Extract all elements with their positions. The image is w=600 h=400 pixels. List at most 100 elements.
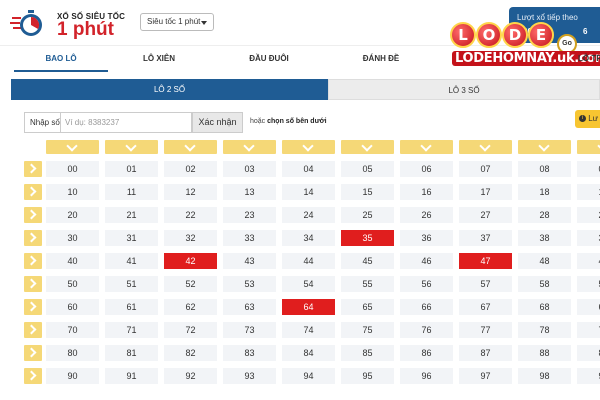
number-cell[interactable]: 40 (46, 253, 99, 269)
number-cell[interactable]: 14 (282, 184, 335, 200)
column-select-button[interactable] (400, 140, 453, 154)
number-cell[interactable]: 12 (164, 184, 217, 200)
row-select-button[interactable] (24, 299, 42, 315)
number-cell[interactable]: 70 (46, 322, 99, 338)
number-cell[interactable]: 44 (282, 253, 335, 269)
number-cell[interactable]: 68 (518, 299, 571, 315)
number-cell[interactable]: 90 (46, 368, 99, 384)
subtab-lo-3-so[interactable]: LÔ 3 SỐ (328, 79, 600, 100)
number-cell[interactable]: 69 (577, 299, 600, 315)
row-select-button[interactable] (24, 161, 42, 177)
number-cell[interactable]: 41 (105, 253, 158, 269)
number-cell[interactable]: 21 (105, 207, 158, 223)
tab-bao-lo[interactable]: BAO LÔ (14, 50, 108, 72)
number-cell[interactable]: 52 (164, 276, 217, 292)
row-select-button[interactable] (24, 230, 42, 246)
tab-dau-duoi[interactable]: ĐẦU ĐUÔI (249, 54, 289, 63)
row-select-button[interactable] (24, 253, 42, 269)
number-cell[interactable]: 96 (400, 368, 453, 384)
number-cell-selected[interactable]: 42 (164, 253, 217, 269)
number-cell[interactable]: 72 (164, 322, 217, 338)
number-cell[interactable]: 08 (518, 161, 571, 177)
number-cell[interactable]: 80 (46, 345, 99, 361)
number-cell[interactable]: 98 (518, 368, 571, 384)
row-select-button[interactable] (24, 207, 42, 223)
column-select-button[interactable] (459, 140, 512, 154)
number-cell[interactable]: 13 (223, 184, 276, 200)
column-select-button[interactable] (518, 140, 571, 154)
number-cell[interactable]: 75 (341, 322, 394, 338)
number-cell[interactable]: 43 (223, 253, 276, 269)
number-cell[interactable]: 18 (518, 184, 571, 200)
column-select-button[interactable] (282, 140, 335, 154)
number-cell[interactable]: 27 (459, 207, 512, 223)
number-cell[interactable]: 11 (105, 184, 158, 200)
number-cell[interactable]: 62 (164, 299, 217, 315)
number-cell[interactable]: 17 (459, 184, 512, 200)
number-cell[interactable]: 55 (341, 276, 394, 292)
column-select-button[interactable] (577, 140, 600, 154)
number-cell[interactable]: 49 (577, 253, 600, 269)
column-select-button[interactable] (223, 140, 276, 154)
number-cell[interactable]: 88 (518, 345, 571, 361)
number-cell[interactable]: 58 (518, 276, 571, 292)
number-cell[interactable]: 79 (577, 322, 600, 338)
number-cell[interactable]: 85 (341, 345, 394, 361)
number-cell[interactable]: 60 (46, 299, 99, 315)
number-cell[interactable]: 89 (577, 345, 600, 361)
number-cell[interactable]: 95 (341, 368, 394, 384)
number-cell[interactable]: 92 (164, 368, 217, 384)
number-cell[interactable]: 48 (518, 253, 571, 269)
number-cell[interactable]: 24 (282, 207, 335, 223)
number-cell[interactable]: 22 (164, 207, 217, 223)
number-cell-selected[interactable]: 35 (341, 230, 394, 246)
number-cell[interactable]: 34 (282, 230, 335, 246)
number-cell[interactable]: 32 (164, 230, 217, 246)
number-cell[interactable]: 31 (105, 230, 158, 246)
number-cell[interactable]: 09 (577, 161, 600, 177)
number-cell[interactable]: 63 (223, 299, 276, 315)
number-cell[interactable]: 46 (400, 253, 453, 269)
column-select-button[interactable] (46, 140, 99, 154)
number-cell[interactable]: 33 (223, 230, 276, 246)
number-cell[interactable]: 97 (459, 368, 512, 384)
row-select-button[interactable] (24, 322, 42, 338)
column-select-button[interactable] (164, 140, 217, 154)
number-cell[interactable]: 71 (105, 322, 158, 338)
number-cell[interactable]: 76 (400, 322, 453, 338)
number-cell[interactable]: 03 (223, 161, 276, 177)
row-select-button[interactable] (24, 184, 42, 200)
number-cell[interactable]: 86 (400, 345, 453, 361)
number-cell[interactable]: 19 (577, 184, 600, 200)
number-cell[interactable]: 45 (341, 253, 394, 269)
number-cell[interactable]: 57 (459, 276, 512, 292)
number-cell[interactable]: 59 (577, 276, 600, 292)
number-cell[interactable]: 53 (223, 276, 276, 292)
number-cell[interactable]: 81 (105, 345, 158, 361)
number-cell[interactable]: 15 (341, 184, 394, 200)
number-cell[interactable]: 56 (400, 276, 453, 292)
number-cell[interactable]: 87 (459, 345, 512, 361)
number-cell[interactable]: 93 (223, 368, 276, 384)
number-cell[interactable]: 91 (105, 368, 158, 384)
number-cell[interactable]: 36 (400, 230, 453, 246)
number-cell[interactable]: 16 (400, 184, 453, 200)
number-cell[interactable]: 67 (459, 299, 512, 315)
number-cell[interactable]: 01 (105, 161, 158, 177)
number-cell[interactable]: 25 (341, 207, 394, 223)
column-select-button[interactable] (105, 140, 158, 154)
number-cell-selected[interactable]: 47 (459, 253, 512, 269)
number-cell[interactable]: 94 (282, 368, 335, 384)
number-cell[interactable]: 51 (105, 276, 158, 292)
number-cell[interactable]: 61 (105, 299, 158, 315)
number-cell[interactable]: 29 (577, 207, 600, 223)
number-cell[interactable]: 23 (223, 207, 276, 223)
number-cell[interactable]: 66 (400, 299, 453, 315)
confirm-button[interactable]: Xác nhận (192, 112, 243, 133)
number-cell[interactable]: 04 (282, 161, 335, 177)
number-cell[interactable]: 73 (223, 322, 276, 338)
number-cell[interactable]: 39 (577, 230, 600, 246)
row-select-button[interactable] (24, 276, 42, 292)
number-cell[interactable]: 26 (400, 207, 453, 223)
number-cell[interactable]: 07 (459, 161, 512, 177)
